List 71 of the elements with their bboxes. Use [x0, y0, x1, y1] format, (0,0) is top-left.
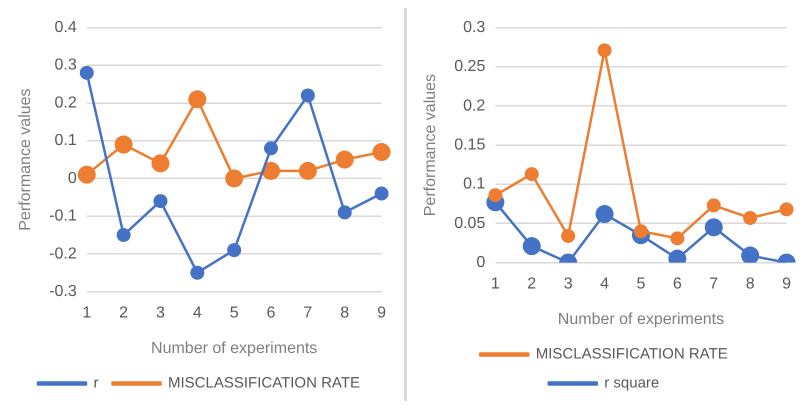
point	[80, 66, 94, 80]
point	[706, 198, 721, 212]
x-tick-label: 7	[709, 276, 718, 293]
y-tick-label: -0.2	[49, 245, 77, 262]
y-tick-label: 0.15	[454, 136, 486, 154]
point	[372, 143, 391, 162]
point	[227, 243, 242, 258]
point	[598, 43, 612, 58]
point	[780, 202, 794, 216]
y-tick-label: 0	[476, 254, 486, 272]
x-tick-label: 3	[564, 276, 573, 293]
x-tick-label: 5	[636, 276, 646, 293]
point	[743, 210, 758, 225]
y-tick-label: 0.25	[454, 58, 486, 76]
x-tick-label: 8	[746, 276, 755, 293]
point	[524, 167, 539, 182]
x-tick-label: 2	[527, 276, 536, 293]
x-tick-label: 4	[192, 304, 202, 322]
y-axis-title: Performance values	[422, 74, 440, 216]
point	[704, 218, 723, 236]
x-axis-title: Number of experiments	[151, 340, 318, 357]
x-tick-label: 1	[82, 304, 92, 322]
point	[374, 186, 389, 201]
y-tick-label: 0.1	[54, 132, 77, 150]
x-tick-label: 9	[782, 276, 792, 293]
x-tick-label: 1	[490, 276, 500, 293]
y-tick-label: 0.3	[463, 19, 486, 36]
y-tick-label: 0.2	[54, 94, 77, 112]
point	[741, 246, 760, 263]
x-tick-label: 8	[340, 304, 350, 322]
point	[190, 266, 204, 280]
x-tick-label: 9	[377, 304, 386, 322]
y-tick-label: -0.3	[49, 283, 77, 300]
point	[153, 194, 168, 208]
point	[488, 188, 502, 202]
point	[225, 169, 244, 188]
point	[262, 162, 280, 180]
y-tick-label: 0.05	[454, 214, 486, 232]
point	[338, 205, 352, 220]
point	[336, 150, 354, 169]
x-axis-title: Number of experiments	[558, 310, 724, 328]
y-tick-label: 0	[68, 170, 77, 187]
y-tick-label: 0.2	[463, 97, 486, 114]
point	[116, 228, 131, 242]
point	[114, 136, 133, 154]
point	[151, 154, 170, 172]
point	[188, 90, 206, 108]
x-tick-label: 7	[303, 304, 312, 322]
y-tick-label: 0.1	[463, 176, 486, 193]
y-tick-label: -0.1	[49, 208, 77, 225]
y-axis-title: Performance values	[17, 88, 34, 231]
x-tick-label: 3	[156, 304, 166, 322]
point	[264, 141, 278, 156]
legend-label: MISCLASSIFICATION RATE	[536, 346, 728, 363]
y-tick-label: 0.4	[54, 19, 77, 36]
x-tick-label: 5	[230, 304, 239, 322]
point	[78, 166, 96, 184]
y-tick-label: 0.3	[54, 56, 77, 74]
point	[596, 205, 614, 224]
point	[522, 237, 541, 256]
legend-label: MISCLASSIFICATION RATE	[168, 374, 360, 392]
x-tick-label: 4	[600, 276, 610, 293]
point	[300, 88, 315, 102]
x-tick-label: 6	[266, 304, 276, 322]
legend-label: r	[94, 374, 99, 392]
legend-label: r square	[604, 374, 660, 392]
point	[298, 162, 317, 180]
point	[561, 228, 576, 243]
x-tick-label: 2	[119, 304, 128, 322]
point	[670, 231, 684, 246]
x-tick-label: 6	[672, 276, 682, 293]
